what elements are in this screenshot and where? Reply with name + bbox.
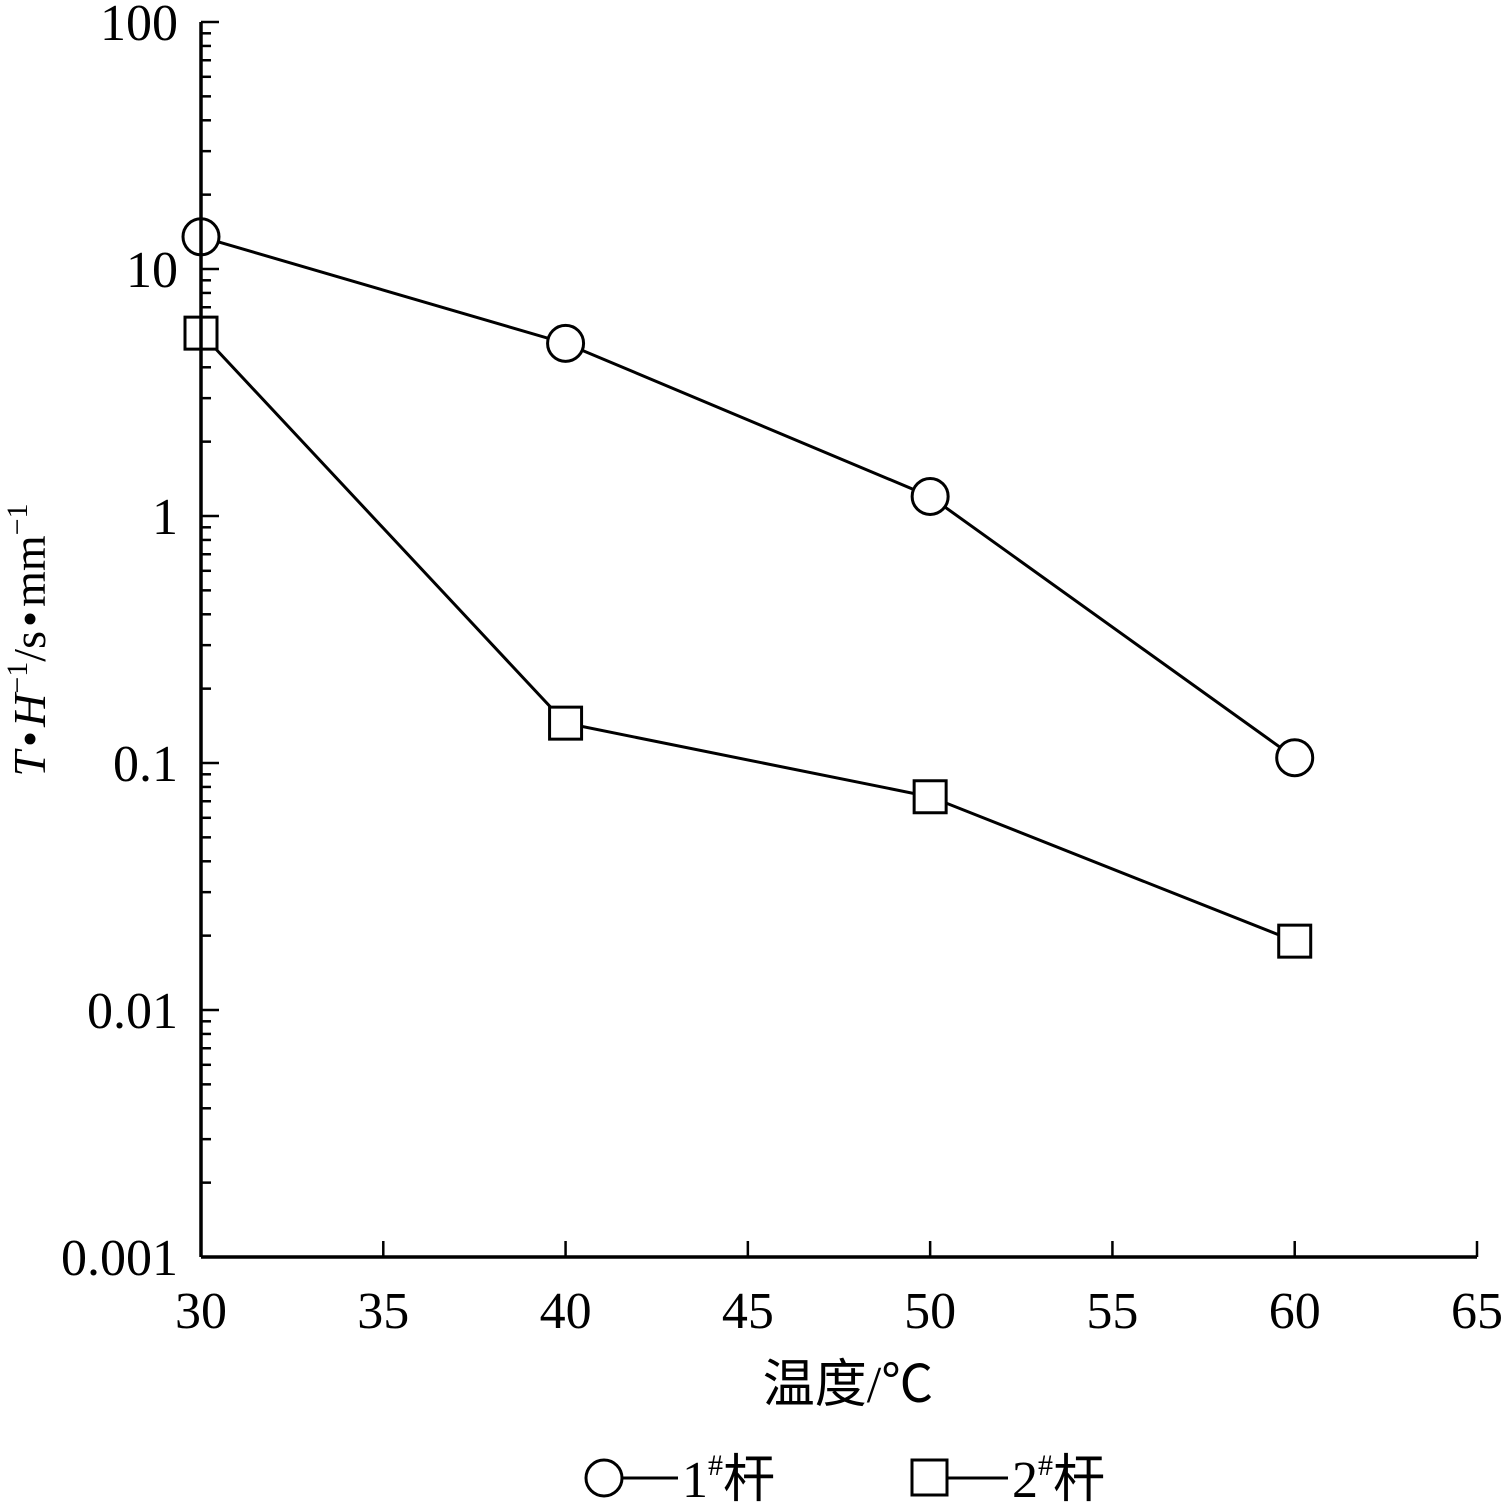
legend-1-num: 1 <box>682 1452 708 1509</box>
y-tick-label-3: 1 <box>152 489 178 546</box>
y-label-dot-1: • <box>4 731 55 747</box>
series-1-point-1 <box>546 323 586 363</box>
x-tick-label-1: 35 <box>357 1283 409 1340</box>
legend-label-1: 1#杆 <box>682 1449 775 1509</box>
series-1-line <box>200 235 1296 759</box>
y-axis-label: T•H−1/s•mm−1 <box>1 503 55 776</box>
x-tick-label-2: 40 <box>540 1283 592 1340</box>
x-axis-label: 温度/℃ <box>763 1357 933 1414</box>
y-tick-label-2: 0.1 <box>113 736 178 793</box>
y-tick-label-5: 100 <box>100 0 178 52</box>
x-tick-label-3: 45 <box>722 1283 774 1340</box>
legend-2-num: 2 <box>1012 1452 1038 1509</box>
x-tick-label-7: 65 <box>1451 1283 1503 1340</box>
legend: 1#杆 2#杆 <box>584 1449 1105 1509</box>
legend-square-marker <box>910 1458 949 1497</box>
legend-2-sup: # <box>1038 1449 1053 1482</box>
series-2-line <box>199 332 1296 943</box>
y-label-exp-2: −1 <box>1 503 34 535</box>
y-label-h: H <box>4 691 55 728</box>
y-label-exp-1: −1 <box>1 662 34 694</box>
series-2-point-3 <box>1277 923 1313 959</box>
y-tick-label-1: 0.01 <box>87 983 178 1040</box>
x-tick-label-0: 30 <box>175 1283 227 1340</box>
y-tick-label-4: 10 <box>126 242 178 299</box>
y-label-t: T <box>4 748 55 777</box>
legend-2-text: 杆 <box>1053 1452 1105 1509</box>
y-label-mm: mm <box>4 535 55 607</box>
series-2-point-2 <box>912 779 948 815</box>
legend-1-sup: # <box>708 1449 723 1482</box>
legend-1-text: 杆 <box>723 1452 775 1509</box>
y-tick-label-0: 0.001 <box>61 1230 178 1287</box>
series-1-point-2 <box>910 476 950 516</box>
series-1-point-3 <box>1275 738 1315 778</box>
x-tick-label-4: 50 <box>904 1283 956 1340</box>
x-tick-label-5: 55 <box>1086 1283 1138 1340</box>
x-tick-label-6: 60 <box>1269 1283 1321 1340</box>
series-group <box>181 217 1315 959</box>
legend-circle-marker <box>584 1458 624 1498</box>
legend-label-2: 2#杆 <box>1012 1449 1105 1509</box>
y-label-dot-2: • <box>4 611 55 627</box>
y-label-unit: /s <box>4 631 55 662</box>
series-2-point-1 <box>548 705 584 741</box>
ticks-group: 30 35 40 45 50 55 60 65 0.001 0.01 0.1 1 10 100 <box>61 0 1503 1340</box>
